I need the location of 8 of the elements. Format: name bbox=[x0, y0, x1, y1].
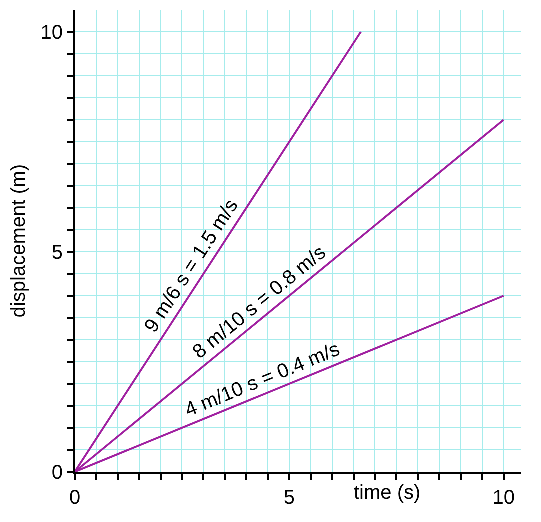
y-axis-title: displacement (m) bbox=[8, 164, 30, 318]
x-tick-label: 5 bbox=[284, 487, 295, 509]
y-tick-label: 0 bbox=[52, 462, 63, 484]
y-tick-label: 5 bbox=[52, 242, 63, 264]
y-tick-label: 10 bbox=[40, 22, 63, 44]
x-tick-label: 0 bbox=[69, 487, 81, 509]
x-tick-label: 10 bbox=[492, 487, 515, 509]
x-axis-title: time (s) bbox=[354, 482, 421, 504]
